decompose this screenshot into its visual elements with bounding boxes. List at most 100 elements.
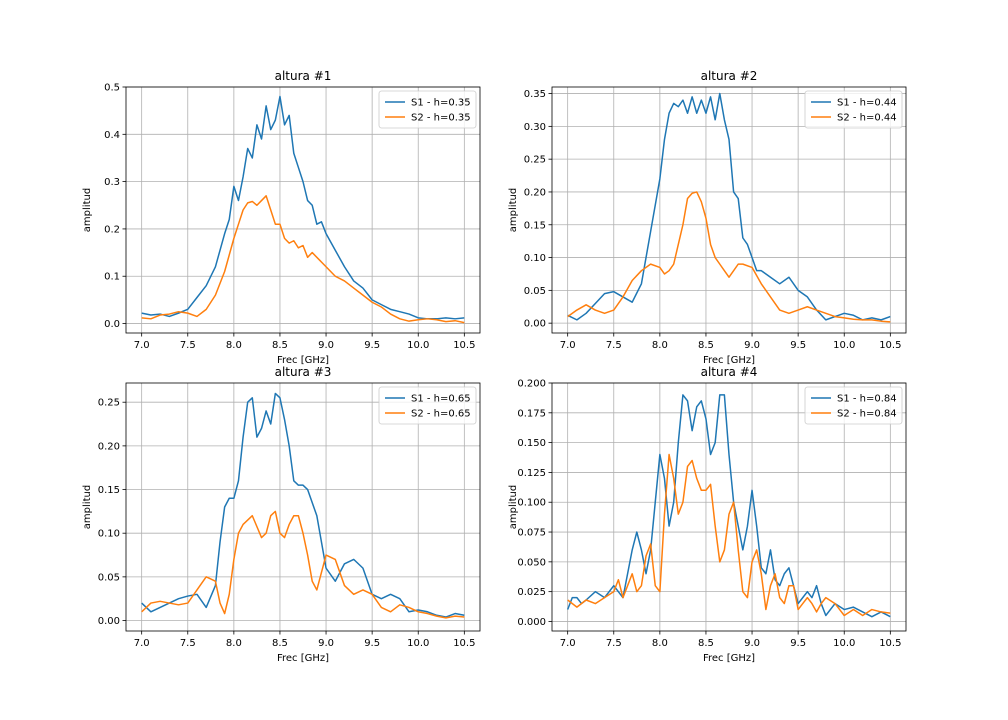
- y-tick-label: 0.0: [104, 319, 120, 330]
- x-axis-label: Frec [GHz]: [703, 653, 755, 664]
- y-tick-label: 0.30: [524, 122, 546, 133]
- x-tick-label: 10.5: [879, 340, 901, 351]
- series-line-2: [141, 510, 465, 619]
- y-tick-label: 0.05: [98, 572, 120, 583]
- legend: S1 - h=0.65 S2 - h=0.65: [378, 386, 477, 425]
- x-tick-label: 9.5: [364, 638, 380, 649]
- x-tick-label: 10.5: [453, 340, 475, 351]
- x-tick-label: 8.5: [698, 638, 714, 649]
- series-line-1: [566, 394, 891, 618]
- legend-box: [378, 90, 477, 129]
- legend-label: S1 - h=0.35: [411, 98, 471, 109]
- legend-label: S2 - h=0.44: [837, 113, 897, 124]
- legend-box: [378, 386, 477, 425]
- legend-label: S1 - h=0.44: [837, 98, 897, 109]
- y-tick-label: 0.10: [524, 253, 546, 264]
- x-axis-label: Frec [GHz]: [703, 355, 755, 366]
- x-tick-label: 8.0: [226, 340, 242, 351]
- axes-frame: [125, 86, 481, 334]
- x-tick-label: 9.0: [744, 638, 760, 649]
- x-tick-label: 8.0: [226, 638, 242, 649]
- x-tick-label: 9.5: [790, 340, 806, 351]
- x-tick-label: 7.5: [180, 638, 196, 649]
- legend: S1 - h=0.44 S2 - h=0.44: [804, 90, 903, 129]
- x-tick-label: 10.0: [407, 340, 429, 351]
- y-tick-label: 0.00: [98, 616, 120, 627]
- y-tick-label: 0.00: [524, 319, 546, 330]
- legend-box: [804, 386, 903, 425]
- x-tick-label: 9.5: [364, 340, 380, 351]
- y-tick-label: 0.200: [517, 379, 546, 390]
- y-tick-label: 0.000: [517, 617, 546, 628]
- x-axis-label: Frec [GHz]: [277, 355, 329, 366]
- y-axis-label: amplitud: [508, 485, 519, 529]
- x-tick-label: 10.0: [407, 638, 429, 649]
- y-tick-label: 0.25: [524, 155, 546, 166]
- x-tick-label: 10.5: [879, 638, 901, 649]
- x-tick-label: 9.5: [790, 638, 806, 649]
- y-tick-label: 0.2: [104, 224, 120, 235]
- legend-label: S2 - h=0.65: [411, 409, 471, 420]
- subplot-3: 7.0 7.5 8.0 8.5 9.0 9.5 10.0 10.5 0.00 0.05 0.10 0.…: [82, 365, 481, 664]
- axes-frame: [551, 86, 907, 334]
- x-tick-label: 7.0: [134, 638, 150, 649]
- series-line-1: [141, 392, 465, 618]
- subplot-title: altura #4: [701, 365, 758, 379]
- x-tick-label: 7.5: [606, 340, 622, 351]
- subplot-title: altura #1: [275, 69, 332, 83]
- y-axis-label: amplitud: [82, 188, 93, 232]
- subplot-title: altura #2: [701, 69, 758, 83]
- x-tick-label: 9.0: [744, 340, 760, 351]
- y-tick-label: 0.175: [517, 408, 546, 419]
- axes-frame: [551, 382, 907, 632]
- x-tick-label: 8.5: [698, 340, 714, 351]
- legend-label: S1 - h=0.65: [411, 394, 471, 405]
- y-tick-label: 0.4: [104, 130, 120, 141]
- x-tick-label: 7.0: [134, 340, 150, 351]
- y-tick-label: 0.20: [524, 187, 546, 198]
- series-line-1: [567, 92, 891, 321]
- x-tick-label: 7.0: [560, 340, 576, 351]
- y-tick-label: 0.3: [104, 177, 120, 188]
- x-axis-label: Frec [GHz]: [277, 653, 329, 664]
- y-tick-label: 0.100: [517, 498, 546, 509]
- y-tick-label: 0.15: [524, 220, 546, 231]
- y-tick-label: 0.15: [98, 485, 120, 496]
- legend: S1 - h=0.35 S2 - h=0.35: [378, 90, 477, 129]
- y-axis-label: amplitud: [508, 188, 519, 232]
- x-tick-label: 10.0: [833, 638, 855, 649]
- axes-frame: [125, 382, 481, 632]
- y-axis-label: amplitud: [82, 485, 93, 529]
- y-tick-label: 0.5: [104, 83, 120, 94]
- x-tick-label: 10.0: [833, 340, 855, 351]
- x-tick-label: 9.0: [318, 638, 334, 649]
- subplot-1: 7.0 7.5 8.0 8.5 9.0 9.5 10.0 10.5 0.0 0.1 0.2 0.3 0.…: [82, 69, 481, 366]
- y-tick-label: 0.35: [524, 89, 546, 100]
- legend-label: S2 - h=0.84: [837, 409, 897, 420]
- legend-box: [804, 90, 903, 129]
- subplot-4: 7.0 7.5 8.0 8.5 9.0 9.5 10.0 10.5 0.000 0.025 0.05…: [508, 365, 907, 664]
- y-tick-label: 0.1: [104, 272, 120, 283]
- subplot-2: 7.0 7.5 8.0 8.5 9.0 9.5 10.0 10.5 0.00 0.05 0.10 0.…: [508, 69, 907, 366]
- x-tick-label: 7.5: [180, 340, 196, 351]
- series-line-2: [141, 195, 465, 324]
- y-tick-label: 0.150: [517, 438, 546, 449]
- y-tick-label: 0.075: [517, 528, 546, 539]
- x-tick-label: 8.5: [272, 340, 288, 351]
- series-line-1: [141, 95, 465, 320]
- y-tick-label: 0.20: [98, 441, 120, 452]
- x-tick-label: 8.0: [652, 638, 668, 649]
- legend: S1 - h=0.84 S2 - h=0.84: [804, 386, 903, 425]
- x-tick-label: 7.0: [560, 638, 576, 649]
- series-line-2: [567, 453, 891, 617]
- y-tick-label: 0.050: [517, 557, 546, 568]
- subplot-title: altura #3: [275, 365, 332, 379]
- x-tick-label: 8.0: [652, 340, 668, 351]
- y-tick-label: 0.25: [98, 398, 120, 409]
- x-tick-label: 8.5: [272, 638, 288, 649]
- y-tick-label: 0.025: [517, 587, 546, 598]
- y-tick-label: 0.05: [524, 286, 546, 297]
- x-tick-label: 9.0: [318, 340, 334, 351]
- x-tick-label: 10.5: [453, 638, 475, 649]
